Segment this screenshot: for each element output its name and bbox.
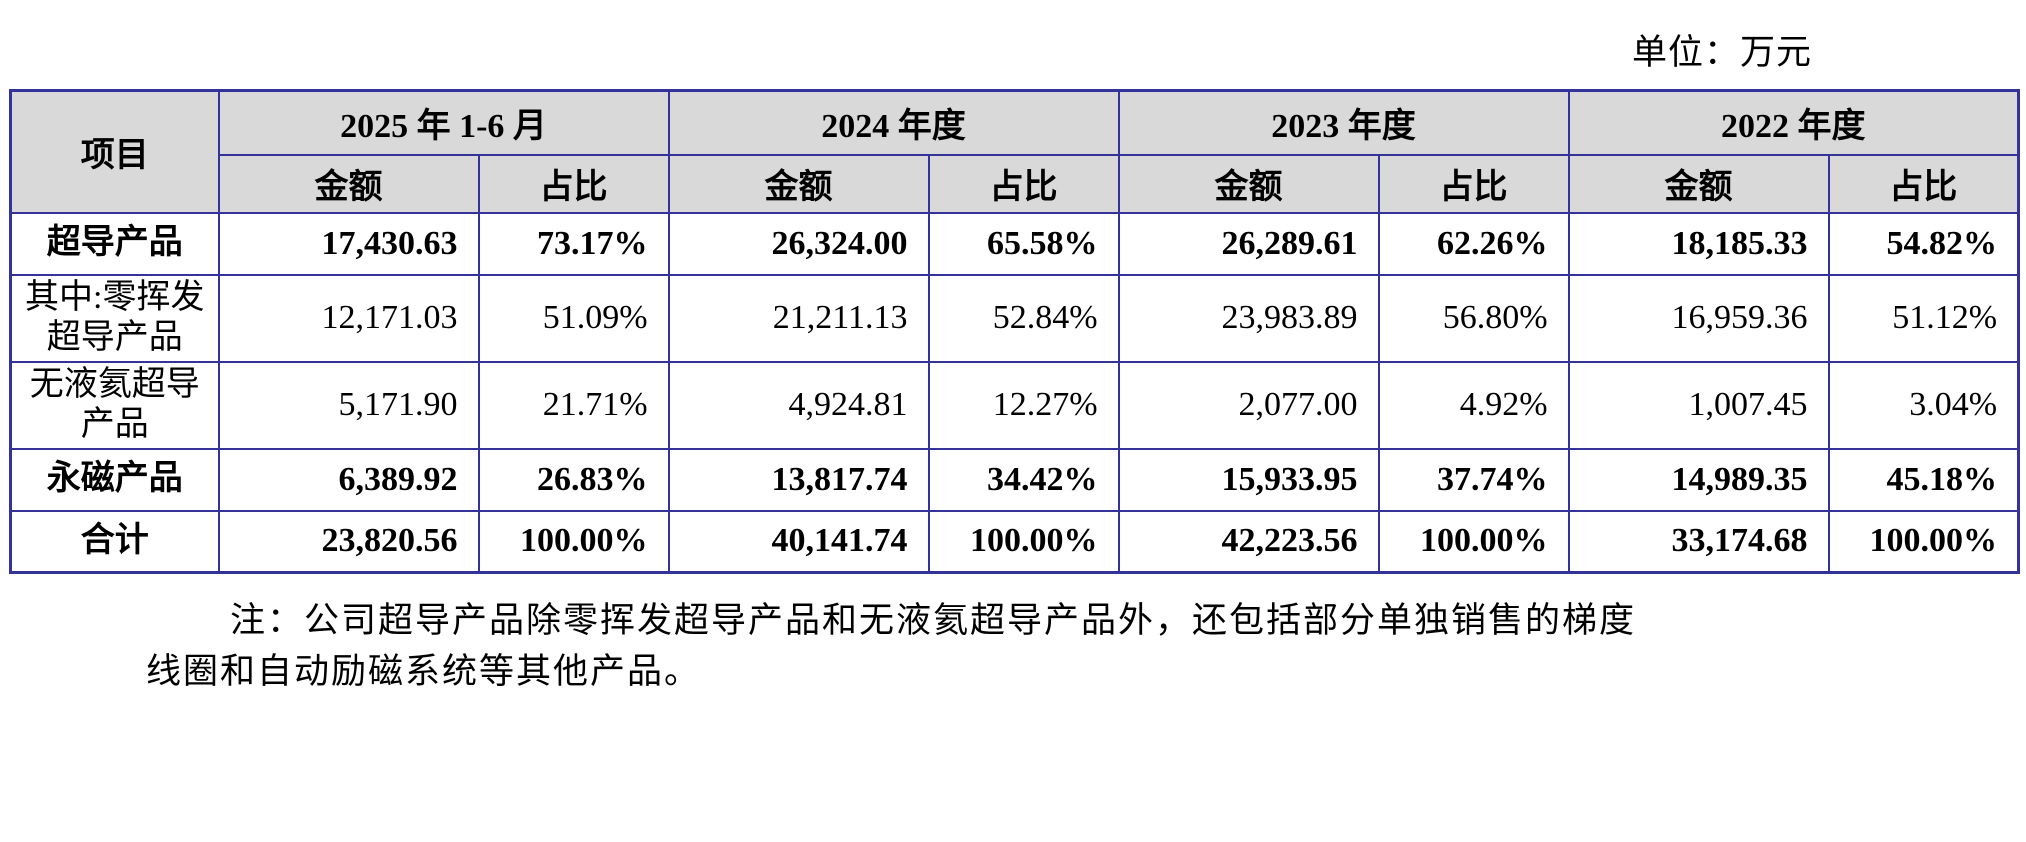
ratio-cell: 100.00%	[1827, 509, 2020, 574]
table-row-superconducting: 超导产品 17,430.63 73.17% 26,324.00 65.58% 2…	[9, 211, 2020, 276]
subheader-amount: 金额	[667, 153, 930, 214]
ratio-cell: 3.04%	[1827, 360, 2020, 450]
amount-cell: 21,211.13	[667, 273, 930, 363]
amount-cell: 13,817.74	[667, 447, 930, 512]
ratio-cell: 73.17%	[477, 211, 670, 276]
ratio-cell: 54.82%	[1827, 211, 2020, 276]
ratio-cell: 52.84%	[927, 273, 1120, 363]
subheader-ratio: 占比	[1377, 153, 1570, 214]
amount-cell: 6,389.92	[217, 447, 480, 512]
unit-label: 单位：万元	[1631, 33, 1812, 72]
ratio-cell: 100.00%	[927, 509, 1120, 574]
ratio-cell: 65.58%	[927, 211, 1120, 276]
amount-cell: 5,171.90	[217, 360, 480, 450]
subheader-amount: 金额	[1567, 153, 1830, 214]
period-header-row: 项目 2025 年 1-6 月 2024 年度 2023 年度 2022 年度	[9, 89, 2020, 214]
amount-cell: 23,820.56	[217, 509, 480, 574]
subheader-ratio: 占比	[477, 153, 670, 214]
ratio-cell: 26.83%	[477, 447, 670, 512]
column-header-item: 项目	[9, 89, 220, 214]
amount-cell: 40,141.74	[667, 509, 930, 574]
ratio-cell: 21.71%	[477, 360, 670, 450]
amount-cell: 16,959.36	[1567, 273, 1830, 363]
subheader-row: 金额 占比 金额 占比 金额 占比 金额 占比	[11, 153, 2020, 214]
period-header-2025h1: 2025 年 1-6 月	[217, 89, 670, 156]
table-row-permanent-magnet: 永磁产品 6,389.92 26.83% 13,817.74 34.42% 15…	[9, 447, 2020, 512]
table-row-total: 合计 23,820.56 100.00% 40,141.74 100.00% 4…	[9, 509, 2020, 574]
row-label: 无液氦超导 产品	[9, 360, 220, 450]
ratio-cell: 45.18%	[1827, 447, 2020, 512]
ratio-cell: 4.92%	[1377, 360, 1570, 450]
amount-cell: 2,077.00	[1117, 360, 1380, 450]
ratio-cell: 51.12%	[1827, 273, 2020, 363]
ratio-cell: 34.42%	[927, 447, 1120, 512]
amount-cell: 26,289.61	[1117, 211, 1380, 276]
ratio-cell: 37.74%	[1377, 447, 1570, 512]
amount-cell: 17,430.63	[217, 211, 480, 276]
ratio-cell: 12.27%	[927, 360, 1120, 450]
row-label: 其中:零挥发 超导产品	[9, 273, 220, 363]
product-revenue-table: 项目 2025 年 1-6 月 2024 年度 2023 年度 2022 年度 …	[9, 89, 2021, 574]
amount-cell: 14,989.35	[1567, 447, 1830, 512]
period-header-2024: 2024 年度	[667, 89, 1120, 156]
ratio-cell: 100.00%	[477, 509, 670, 574]
subheader-ratio: 占比	[927, 153, 1120, 214]
table-row-helium-free: 无液氦超导 产品 5,171.90 21.71% 4,924.81 12.27%…	[9, 360, 2020, 450]
amount-cell: 23,983.89	[1117, 273, 1380, 363]
subheader-ratio: 占比	[1827, 153, 2020, 214]
row-label: 合计	[9, 509, 220, 574]
table-row-zero-boiloff: 其中:零挥发 超导产品 12,171.03 51.09% 21,211.13 5…	[9, 273, 2020, 363]
subheader-amount: 金额	[217, 153, 480, 214]
period-header-2023: 2023 年度	[1117, 89, 1570, 156]
ratio-cell: 100.00%	[1377, 509, 1570, 574]
amount-cell: 12,171.03	[217, 273, 480, 363]
amount-cell: 4,924.81	[667, 360, 930, 450]
subheader-amount: 金额	[1117, 153, 1380, 214]
amount-cell: 1,007.45	[1567, 360, 1830, 450]
period-header-2022: 2022 年度	[1567, 89, 2020, 156]
amount-cell: 15,933.95	[1117, 447, 1380, 512]
ratio-cell: 62.26%	[1377, 211, 1570, 276]
row-label: 超导产品	[9, 211, 220, 276]
footnote: 注：公司超导产品除零挥发超导产品和无液氦超导产品外，还包括部分单独销售的梯度 线…	[146, 601, 1637, 691]
amount-cell: 42,223.56	[1117, 509, 1380, 574]
amount-cell: 33,174.68	[1567, 509, 1830, 574]
amount-cell: 18,185.33	[1567, 211, 1830, 276]
row-label: 永磁产品	[9, 447, 220, 512]
amount-cell: 26,324.00	[667, 211, 930, 276]
ratio-cell: 51.09%	[477, 273, 670, 363]
ratio-cell: 56.80%	[1377, 273, 1570, 363]
